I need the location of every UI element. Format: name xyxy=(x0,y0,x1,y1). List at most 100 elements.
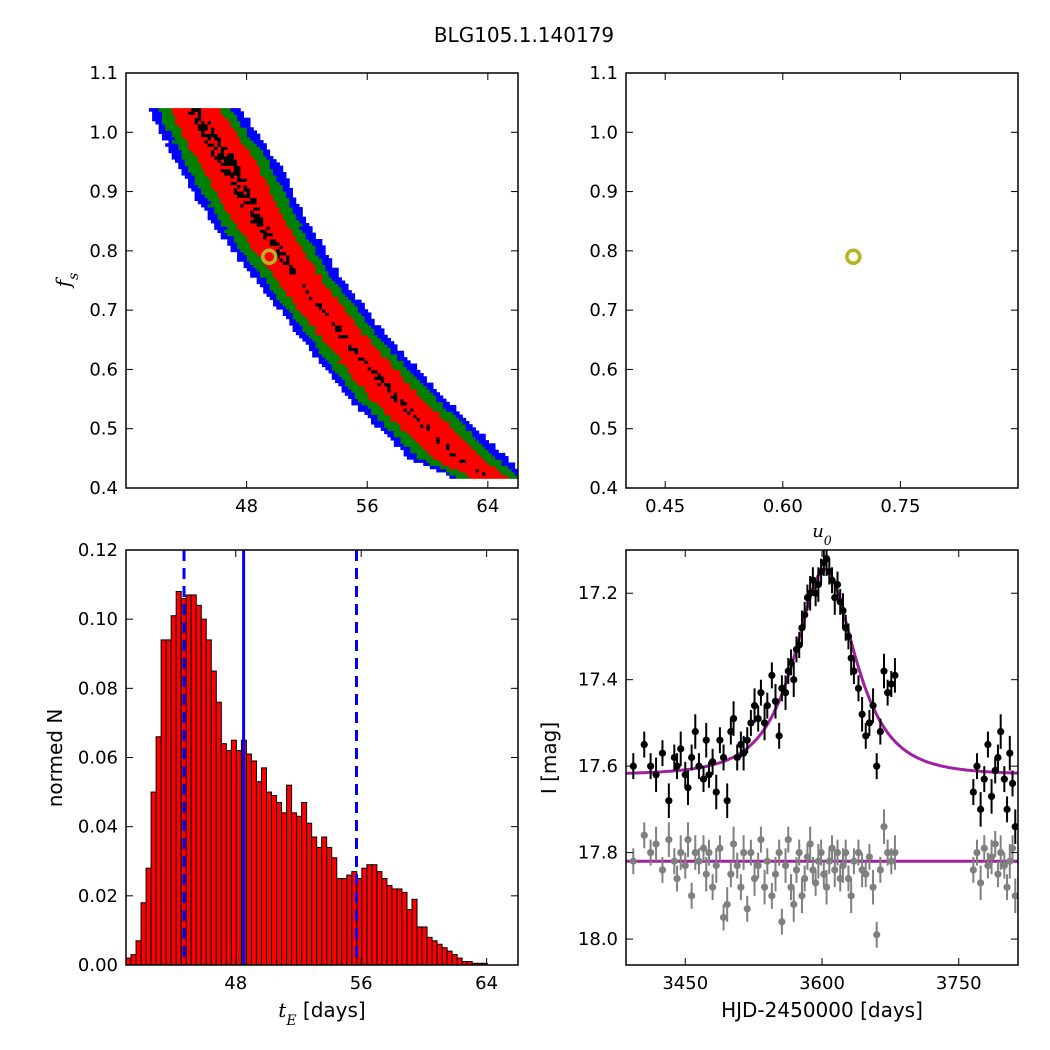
posterior-cell xyxy=(390,408,395,412)
posterior-cell xyxy=(416,436,421,441)
posterior-cell xyxy=(403,392,408,396)
posterior-cell xyxy=(315,286,320,291)
posterior-cell xyxy=(312,309,316,313)
posterior-cell xyxy=(259,245,264,249)
posterior-cell xyxy=(227,114,231,119)
posterior-cell xyxy=(214,213,218,218)
posterior-cell xyxy=(266,216,271,221)
posterior-cell xyxy=(266,191,271,195)
posterior-cell xyxy=(289,242,293,246)
posterior-cell xyxy=(442,465,447,470)
posterior-cell xyxy=(204,143,209,147)
posterior-cell xyxy=(243,117,248,122)
posterior-cell xyxy=(331,318,336,323)
histogram-bar xyxy=(341,878,348,966)
posterior-cell xyxy=(344,290,349,294)
posterior-cell xyxy=(259,203,264,208)
posterior-cell xyxy=(263,254,267,259)
posterior-cell xyxy=(455,468,460,473)
posterior-cell xyxy=(384,424,388,428)
posterior-cell xyxy=(210,203,215,208)
posterior-cell xyxy=(305,226,310,230)
posterior-cell xyxy=(403,449,408,454)
posterior-cell xyxy=(433,456,437,460)
posterior-cell xyxy=(191,124,195,128)
posterior-cell xyxy=(197,165,202,170)
posterior-cell xyxy=(426,427,431,431)
posterior-cell xyxy=(482,459,486,463)
posterior-cell xyxy=(178,146,182,151)
posterior-cell xyxy=(246,229,251,234)
posterior-cell xyxy=(410,395,414,400)
posterior-cell xyxy=(312,270,316,275)
posterior-cell xyxy=(338,357,342,361)
posterior-cell xyxy=(331,306,336,310)
posterior-cell xyxy=(305,277,310,281)
posterior-cell xyxy=(158,127,163,131)
posterior-cell xyxy=(305,261,310,265)
posterior-cell xyxy=(282,216,287,221)
posterior-cell xyxy=(295,254,300,259)
posterior-cell xyxy=(292,283,297,288)
data-point xyxy=(891,671,899,679)
posterior-cell xyxy=(279,296,284,301)
posterior-cell xyxy=(380,350,385,355)
posterior-cell xyxy=(243,181,248,186)
posterior-cell xyxy=(384,398,388,403)
posterior-cell xyxy=(439,468,444,473)
posterior-cell xyxy=(357,408,362,412)
posterior-cell xyxy=(286,283,290,288)
posterior-cell xyxy=(250,213,254,218)
posterior-cell xyxy=(322,334,326,339)
posterior-cell xyxy=(194,152,199,157)
posterior-cell xyxy=(374,328,378,332)
posterior-cell xyxy=(449,440,454,444)
posterior-cell xyxy=(289,312,293,317)
posterior-cell xyxy=(449,433,454,438)
posterior-cell xyxy=(315,274,320,278)
posterior-cell xyxy=(406,433,411,438)
posterior-cell xyxy=(465,433,470,438)
posterior-cell xyxy=(397,357,401,361)
posterior-cell xyxy=(253,216,258,221)
posterior-cell xyxy=(491,443,496,447)
posterior-cell xyxy=(361,302,365,307)
posterior-cell xyxy=(341,363,346,368)
posterior-cell xyxy=(273,207,277,211)
posterior-cell xyxy=(292,248,297,253)
posterior-cell xyxy=(292,210,297,214)
posterior-cell xyxy=(230,162,235,166)
posterior-cell xyxy=(276,274,280,278)
posterior-cell xyxy=(276,235,280,240)
posterior-cell xyxy=(341,312,346,317)
posterior-cell xyxy=(380,373,385,377)
posterior-cell xyxy=(266,223,271,227)
posterior-cell xyxy=(214,143,218,147)
posterior-cell xyxy=(426,398,431,403)
y-tick-label: 0.8 xyxy=(89,241,118,262)
posterior-cell xyxy=(361,392,365,396)
posterior-cell xyxy=(240,159,244,163)
posterior-cell xyxy=(194,171,199,176)
posterior-cell xyxy=(263,156,267,160)
x-tick-label: 64 xyxy=(475,973,498,994)
posterior-cell xyxy=(341,389,346,393)
posterior-cell xyxy=(253,200,258,205)
posterior-cell xyxy=(357,382,362,387)
posterior-cell xyxy=(491,459,496,463)
posterior-cell xyxy=(406,360,411,364)
posterior-cell xyxy=(429,446,434,451)
posterior-cell xyxy=(341,353,346,358)
posterior-cell xyxy=(217,127,222,131)
posterior-cell xyxy=(322,363,326,368)
posterior-cell xyxy=(393,360,398,364)
posterior-cell xyxy=(178,149,182,154)
posterior-cell xyxy=(266,264,271,269)
posterior-cell xyxy=(351,315,356,320)
posterior-cell xyxy=(312,277,316,281)
posterior-cell xyxy=(429,414,434,419)
posterior-cell xyxy=(331,325,336,329)
posterior-cell xyxy=(171,149,176,154)
posterior-cell xyxy=(237,235,241,240)
posterior-cell xyxy=(423,417,427,422)
